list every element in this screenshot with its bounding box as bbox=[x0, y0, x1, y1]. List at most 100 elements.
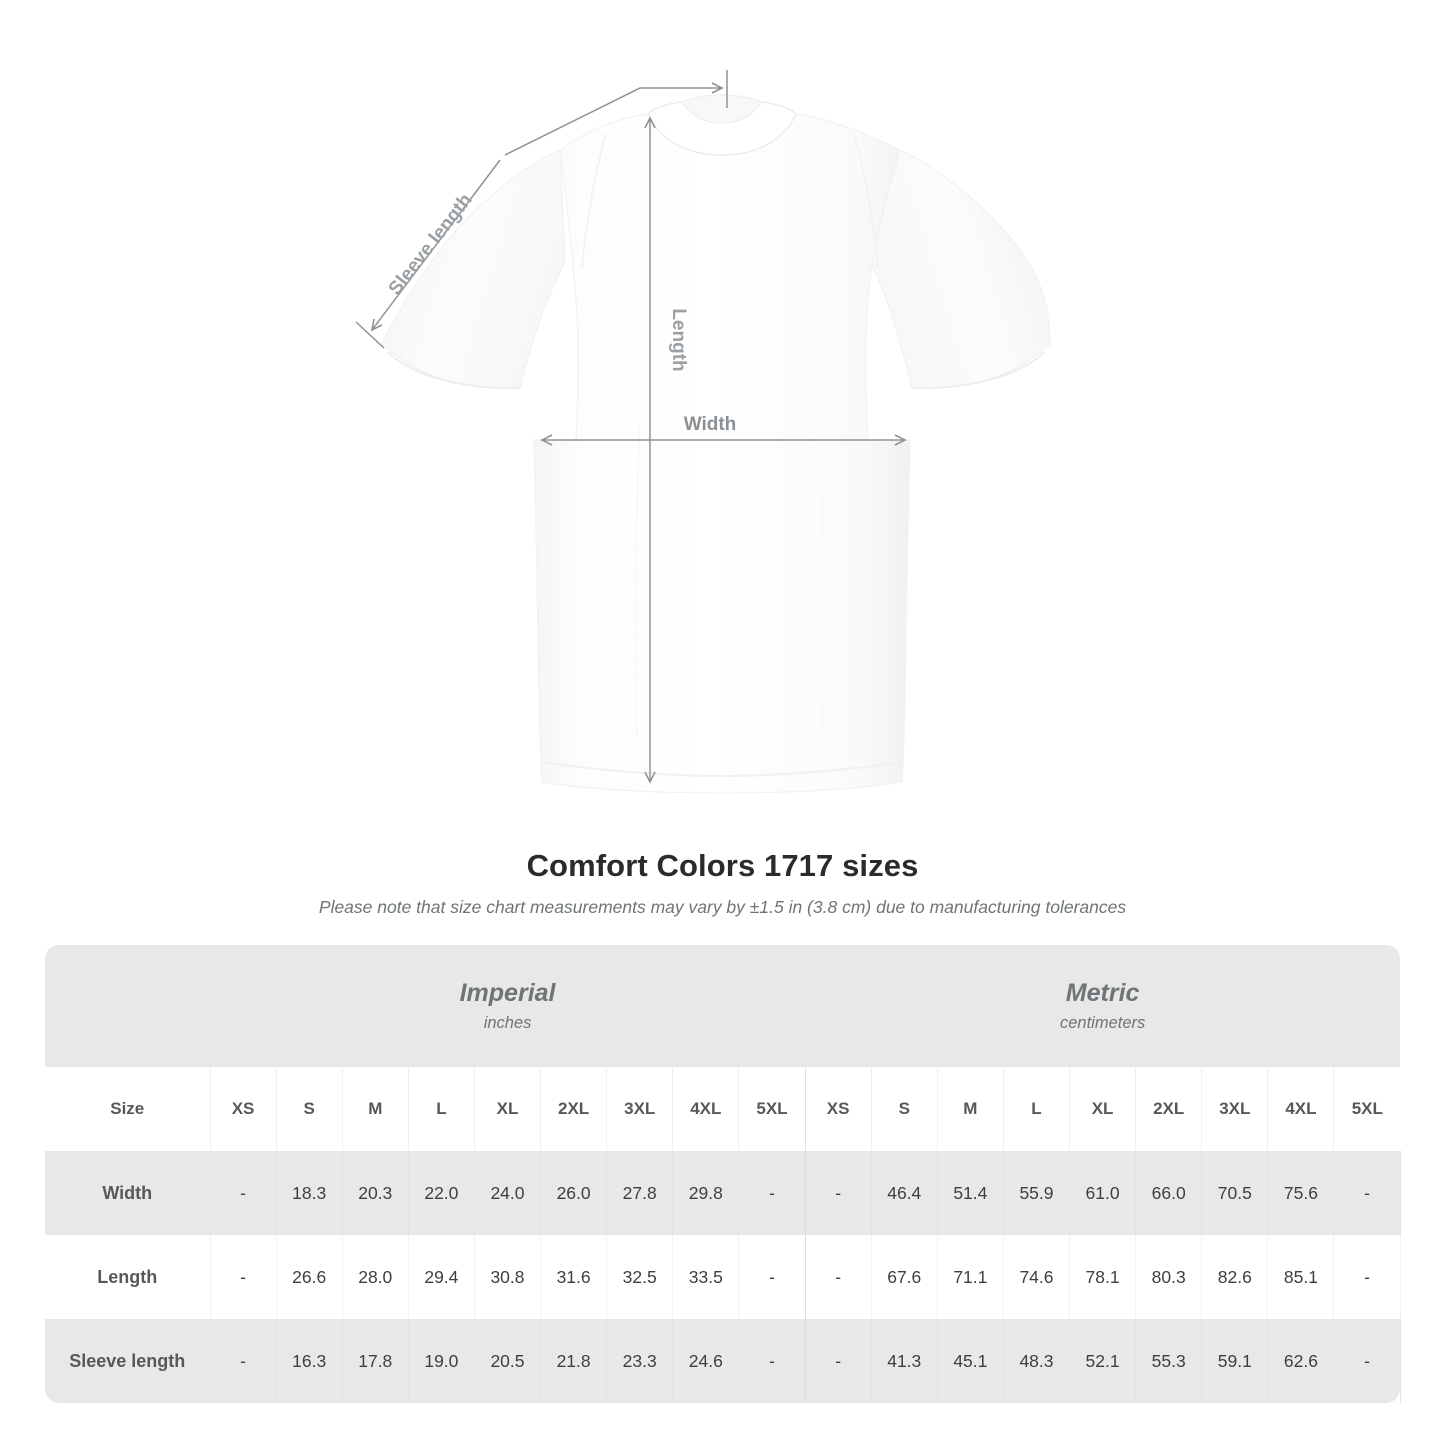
cell-sleeve-length-metric-5xl: - bbox=[1333, 1319, 1401, 1403]
cell-width-metric-s: 46.4 bbox=[871, 1151, 938, 1235]
size-chart-table-container: Imperial inches Metric centimeters Size X… bbox=[45, 945, 1401, 1403]
cell-width-metric-m: 51.4 bbox=[937, 1151, 1004, 1235]
cell-length-metric-5xl: - bbox=[1333, 1235, 1401, 1319]
cell-length-imperial-xs: - bbox=[210, 1235, 277, 1319]
size-chart-table: Imperial inches Metric centimeters Size X… bbox=[45, 945, 1401, 1403]
cell-sleeve-length-metric-s: 41.3 bbox=[871, 1319, 938, 1403]
size-header-metric-s: S bbox=[871, 1067, 938, 1151]
row-label-width: Width bbox=[45, 1151, 211, 1235]
cell-length-metric-4xl: 85.1 bbox=[1267, 1235, 1335, 1319]
size-header-imperial-xs: XS bbox=[210, 1067, 277, 1151]
unit-corner-cell bbox=[45, 945, 210, 1067]
cell-sleeve-length-imperial-4xl: 24.6 bbox=[672, 1319, 740, 1403]
size-header-imperial-3xl: 3XL bbox=[606, 1067, 674, 1151]
cell-width-imperial-4xl: 29.8 bbox=[672, 1151, 740, 1235]
page-subtitle: Please note that size chart measurements… bbox=[318, 897, 1127, 917]
size-header-metric-2xl: 2XL bbox=[1135, 1067, 1203, 1151]
unit-imperial-cell: Imperial inches bbox=[210, 945, 806, 1067]
cell-sleeve-length-metric-xs: - bbox=[805, 1319, 872, 1403]
cell-width-imperial-l: 22.0 bbox=[408, 1151, 475, 1235]
cell-sleeve-length-metric-l: 48.3 bbox=[1003, 1319, 1071, 1403]
cell-width-metric-xl: 61.0 bbox=[1069, 1151, 1137, 1235]
cell-length-metric-3xl: 82.6 bbox=[1201, 1235, 1269, 1319]
cell-length-metric-xs: - bbox=[805, 1235, 872, 1319]
unit-header-row: Imperial inches Metric centimeters bbox=[45, 945, 1401, 1067]
cell-sleeve-length-metric-3xl: 59.1 bbox=[1201, 1319, 1269, 1403]
cell-sleeve-length-metric-4xl: 62.6 bbox=[1267, 1319, 1335, 1403]
cell-sleeve-length-imperial-2xl: 21.8 bbox=[540, 1319, 608, 1403]
cell-length-imperial-s: 26.6 bbox=[276, 1235, 343, 1319]
page-title: Comfort Colors 1717 sizes bbox=[526, 848, 919, 883]
cell-length-metric-s: 67.6 bbox=[871, 1235, 938, 1319]
size-header-metric-5xl: 5XL bbox=[1333, 1067, 1401, 1151]
cell-width-imperial-xl: 24.0 bbox=[474, 1151, 542, 1235]
size-header-metric-xs: XS bbox=[805, 1067, 872, 1151]
cell-width-imperial-3xl: 27.8 bbox=[606, 1151, 674, 1235]
cell-width-metric-2xl: 66.0 bbox=[1135, 1151, 1203, 1235]
cell-sleeve-length-imperial-xs: - bbox=[210, 1319, 277, 1403]
size-header-metric-l: L bbox=[1003, 1067, 1071, 1151]
cell-length-metric-m: 71.1 bbox=[937, 1235, 1004, 1319]
size-header-imperial-2xl: 2XL bbox=[540, 1067, 608, 1151]
size-header-label: Size bbox=[45, 1067, 211, 1151]
tshirt-graphic bbox=[381, 94, 1051, 794]
table-row: Sleeve length -16.3 17.8 19.0 20.5 21.8 23.3 24… bbox=[45, 1319, 1401, 1403]
cell-sleeve-length-metric-m: 45.1 bbox=[937, 1319, 1004, 1403]
cell-width-metric-xs: - bbox=[805, 1151, 872, 1235]
cell-length-imperial-m: 28.0 bbox=[342, 1235, 409, 1319]
unit-imperial-unit: inches bbox=[483, 1014, 532, 1033]
cell-length-metric-2xl: 80.3 bbox=[1135, 1235, 1203, 1319]
cell-length-imperial-l: 29.4 bbox=[408, 1235, 475, 1319]
cell-sleeve-length-metric-xl: 52.1 bbox=[1069, 1319, 1137, 1403]
sleeve-leader-line bbox=[504, 82, 724, 156]
size-header-imperial-l: L bbox=[408, 1067, 475, 1151]
cell-width-imperial-s: 18.3 bbox=[276, 1151, 343, 1235]
size-header-metric-m: M bbox=[937, 1067, 1004, 1151]
tshirt-illustration: Sleeve length Length Width bbox=[355, 70, 1051, 794]
size-header-imperial-xl: XL bbox=[474, 1067, 542, 1151]
cell-width-metric-l: 55.9 bbox=[1003, 1151, 1071, 1235]
row-label-length: Length bbox=[45, 1235, 211, 1319]
size-header-imperial-s: S bbox=[276, 1067, 343, 1151]
row-label-sleeve-length: Sleeve length bbox=[45, 1319, 211, 1403]
cell-sleeve-length-metric-2xl: 55.3 bbox=[1135, 1319, 1203, 1403]
cell-width-metric-4xl: 75.6 bbox=[1267, 1151, 1335, 1235]
cell-length-imperial-xl: 30.8 bbox=[474, 1235, 542, 1319]
width-label: Width bbox=[684, 414, 737, 435]
cell-length-imperial-2xl: 31.6 bbox=[540, 1235, 608, 1319]
cell-sleeve-length-imperial-xl: 20.5 bbox=[474, 1319, 542, 1403]
cell-length-metric-xl: 78.1 bbox=[1069, 1235, 1137, 1319]
size-header-metric-xl: XL bbox=[1069, 1067, 1137, 1151]
measurement-guides bbox=[355, 70, 907, 784]
cell-length-imperial-3xl: 32.5 bbox=[606, 1235, 674, 1319]
size-header-imperial-5xl: 5XL bbox=[738, 1067, 806, 1151]
size-header-metric-4xl: 4XL bbox=[1267, 1067, 1335, 1151]
size-header-row: Size XS S M L XL 2XL 3XL 4XL 5XL XS S M L XL 2XL 3XL 4XL 5… bbox=[45, 1067, 1401, 1151]
length-label: Length bbox=[668, 308, 689, 371]
sleeve-end-tick bbox=[355, 321, 385, 349]
cell-sleeve-length-imperial-5xl: - bbox=[738, 1319, 806, 1403]
size-header-metric-3xl: 3XL bbox=[1201, 1067, 1269, 1151]
cell-sleeve-length-imperial-s: 16.3 bbox=[276, 1319, 343, 1403]
unit-metric-unit: centimeters bbox=[1059, 1014, 1146, 1033]
cell-length-imperial-4xl: 33.5 bbox=[672, 1235, 740, 1319]
size-header-imperial-m: M bbox=[342, 1067, 409, 1151]
table-row: Width -18.3 20.3 22.0 24.0 26.0 27.8 29.8- -46.4… bbox=[45, 1151, 1401, 1235]
table-row: Length -26.6 28.0 29.4 30.8 31.6 32.5 33.5- -67.… bbox=[45, 1235, 1401, 1319]
size-header-imperial-4xl: 4XL bbox=[672, 1067, 740, 1151]
cell-width-imperial-5xl: - bbox=[738, 1151, 806, 1235]
cell-sleeve-length-imperial-3xl: 23.3 bbox=[606, 1319, 674, 1403]
cell-width-metric-3xl: 70.5 bbox=[1201, 1151, 1269, 1235]
unit-metric-cell: Metric centimeters bbox=[805, 945, 1401, 1067]
cell-width-metric-5xl: - bbox=[1333, 1151, 1401, 1235]
cell-sleeve-length-imperial-m: 17.8 bbox=[342, 1319, 409, 1403]
cell-sleeve-length-imperial-l: 19.0 bbox=[408, 1319, 475, 1403]
cell-length-metric-l: 74.6 bbox=[1003, 1235, 1071, 1319]
cell-width-imperial-2xl: 26.0 bbox=[540, 1151, 608, 1235]
cell-width-imperial-xs: - bbox=[210, 1151, 277, 1235]
sleeve-length-arrow bbox=[370, 159, 501, 332]
cell-width-imperial-m: 20.3 bbox=[342, 1151, 409, 1235]
unit-imperial-name: Imperial bbox=[459, 978, 556, 1007]
cell-length-imperial-5xl: - bbox=[738, 1235, 806, 1319]
unit-metric-name: Metric bbox=[1065, 978, 1140, 1007]
